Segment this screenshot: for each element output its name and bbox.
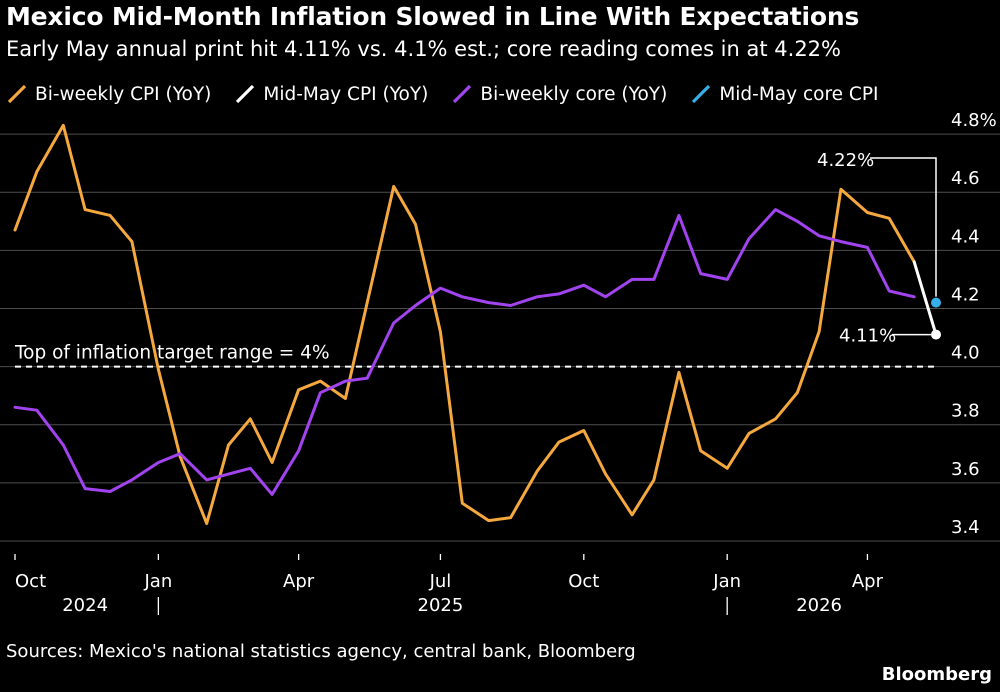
- x-year-label-2026: 2026: [796, 595, 842, 616]
- y-tick-label-3.8: 3.8: [951, 401, 980, 422]
- series-line-core: [13, 208, 916, 496]
- y-tick-label-4.6: 4.6: [951, 168, 980, 189]
- y-tick-label-4.8: 4.8%: [951, 110, 997, 131]
- x-tick-label-2: Apr: [283, 571, 315, 592]
- annotation-label-core: 4.22%: [817, 150, 874, 171]
- chart-subtitle: Early May annual print hit 4.11% vs. 4.1…: [6, 37, 841, 61]
- x-tick-label-3: Jul: [429, 571, 452, 592]
- legend-swatch-cpi: [6, 83, 28, 105]
- legend-item-core: Bi-weekly core (YoY): [451, 83, 667, 105]
- legend: Bi-weekly CPI (YoY) Mid-May CPI (YoY) Bi…: [6, 83, 901, 105]
- legend-swatch-mid-may-cpi: [234, 83, 256, 105]
- series-line-mid-may-cpi: [912, 260, 938, 337]
- target-reference-label: Top of inflation target range = 4%: [14, 343, 330, 364]
- x-tick-label-4: Oct: [568, 571, 599, 592]
- legend-label-mid-may-core: Mid-May core CPI: [719, 83, 879, 105]
- legend-label-cpi: Bi-weekly CPI (YoY): [35, 83, 212, 105]
- legend-item-mid-may-cpi: Mid-May CPI (YoY): [234, 83, 428, 105]
- legend-swatch-core: [451, 83, 473, 105]
- bloomberg-logo: Bloomberg: [881, 664, 992, 685]
- y-tick-label-4.4: 4.4: [951, 226, 980, 247]
- y-tick-label-3.6: 3.6: [951, 459, 980, 480]
- legend-item-cpi: Bi-weekly CPI (YoY): [6, 83, 211, 105]
- annotation-leader-core: [870, 157, 937, 297]
- source-note: Sources: Mexico's national statistics ag…: [6, 641, 636, 662]
- annotation-label-cpi: 4.11%: [839, 326, 896, 347]
- x-tick-label-1: Jan: [143, 571, 172, 592]
- x-year-label-2025: 2025: [418, 595, 464, 616]
- chart-title: Mexico Mid-Month Inflation Slowed in Lin…: [6, 2, 860, 31]
- legend-label-core: Bi-weekly core (YoY): [480, 83, 668, 105]
- y-tick-label-4.2: 4.2: [951, 284, 980, 305]
- y-tick-label-3.4: 3.4: [951, 517, 980, 538]
- legend-swatch-mid-may-core: [690, 83, 712, 105]
- x-tick-label-6: Apr: [852, 571, 884, 592]
- legend-label-mid-may-cpi: Mid-May CPI (YoY): [263, 83, 429, 105]
- x-tick-label-0: Oct: [15, 571, 46, 592]
- series-line-cpi: [13, 123, 916, 525]
- x-year-label-2024: 2024: [62, 595, 108, 616]
- legend-item-mid-may-core: Mid-May core CPI: [690, 83, 878, 105]
- series-point-mid-may-core: [931, 297, 941, 308]
- x-tick-label-5: Jan: [712, 571, 741, 592]
- series-point-mid-may-cpi: [931, 329, 941, 340]
- y-tick-label-4: 4.0: [951, 343, 980, 364]
